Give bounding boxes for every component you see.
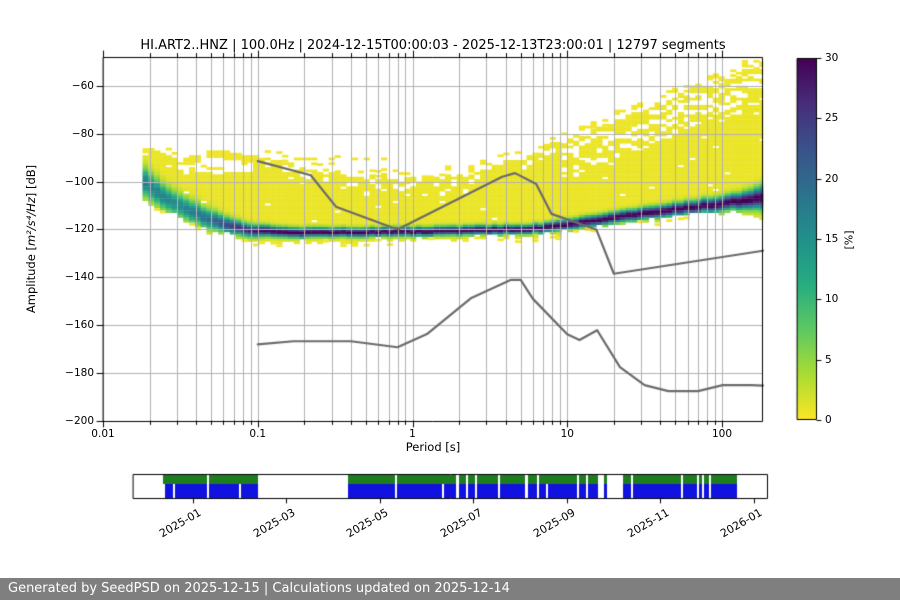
footer-bar: Generated by SeedPSD on 2025-12-15 | Cal…: [0, 578, 900, 600]
x-tick-label: 10: [560, 428, 574, 440]
y-tick-label: −120: [65, 223, 94, 236]
y-axis-label-units: m²/s⁴/Hz: [24, 197, 38, 247]
colorbar-tick-label: 0: [825, 414, 832, 426]
plot-title: HI.ART2..HNZ | 100.0Hz | 2024-12-15T00:0…: [140, 38, 726, 53]
y-tick-label: −100: [65, 175, 94, 188]
colorbar-label: [%]: [842, 230, 856, 250]
y-tick-label: −80: [71, 127, 94, 140]
colorbar-tick-label: 30: [825, 52, 839, 64]
x-axis-label: Period [s]: [405, 440, 461, 454]
x-tick-label: 0.1: [249, 428, 267, 440]
x-tick-label: 100: [711, 428, 733, 440]
y-tick-label: −140: [65, 271, 94, 284]
colorbar-tick-label: 5: [825, 353, 832, 366]
y-tick-label: −180: [65, 367, 94, 380]
y-axis-label: Amplitude [m²/s⁴/Hz] [dB]: [24, 164, 38, 314]
colorbar-tick-label: 25: [825, 112, 839, 125]
y-tick-label: −160: [65, 319, 94, 332]
colorbar-tick-label: 15: [825, 233, 839, 245]
x-tick-label: 0.01: [91, 428, 115, 440]
y-tick-label: −60: [71, 79, 94, 92]
x-tick-label: 1: [409, 428, 416, 440]
colorbar-tick-label: 20: [825, 172, 839, 185]
y-tick-label: −200: [65, 415, 94, 427]
colorbar-tick-label: 10: [825, 293, 839, 306]
